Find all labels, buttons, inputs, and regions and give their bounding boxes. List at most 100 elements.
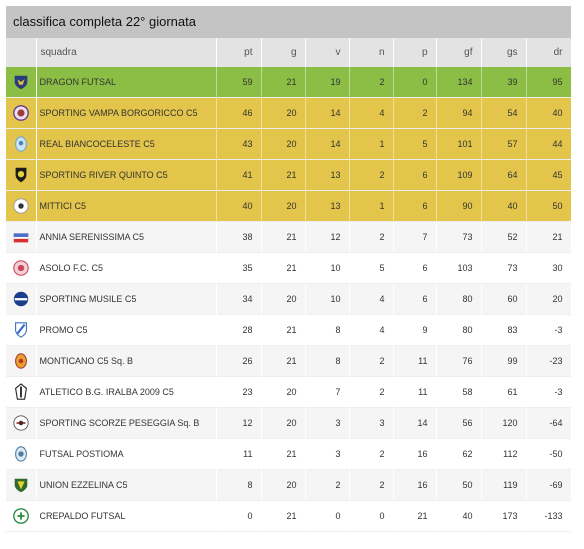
team-logo-cell xyxy=(6,128,37,160)
standings-table: squadra pt g v n p gf gs dr DRAGON FUTSA… xyxy=(6,38,572,532)
stat-n: 0 xyxy=(349,500,394,532)
sporting-musile-logo-icon xyxy=(12,290,30,308)
stat-n: 4 xyxy=(349,283,394,315)
standings-widget: classifica completa 22° giornata squadra… xyxy=(6,6,572,532)
team-name[interactable]: ASOLO F.C. C5 xyxy=(36,252,217,284)
table-row[interactable]: DRAGON FUTSAL 59 21 19 2 0 134 39 95 xyxy=(6,67,572,98)
promo-logo-icon xyxy=(12,321,30,339)
stat-v: 0 xyxy=(305,500,350,532)
stat-n: 5 xyxy=(349,252,394,284)
team-name[interactable]: CREPALDO FUTSAL xyxy=(36,500,217,532)
team-logo-cell xyxy=(6,221,37,253)
stat-g: 20 xyxy=(261,407,306,439)
stat-v: 3 xyxy=(305,438,350,470)
team-name[interactable]: SPORTING VAMPA BORGORICCO C5 xyxy=(36,97,217,129)
stat-p: 11 xyxy=(393,376,437,408)
stat-dr: -23 xyxy=(526,345,572,377)
stat-pt: 11 xyxy=(216,438,262,470)
stat-dr: 30 xyxy=(526,252,572,284)
team-logo-cell xyxy=(6,345,37,377)
stat-dr: -3 xyxy=(526,376,572,408)
team-name[interactable]: ANNIA SERENISSIMA C5 xyxy=(36,221,217,253)
stat-dr: 45 xyxy=(526,159,572,191)
stat-gf: 40 xyxy=(436,500,482,532)
header-gs: gs xyxy=(481,38,527,67)
stat-gs: 39 xyxy=(481,67,527,98)
stat-p: 5 xyxy=(393,128,437,160)
table-row[interactable]: REAL BIANCOCELESTE C5 43 20 14 1 5 101 57 44 xyxy=(6,128,572,160)
table-row[interactable]: SPORTING VAMPA BORGORICCO C5 46 20 14 4 2 94 54… xyxy=(6,97,572,129)
stat-pt: 0 xyxy=(216,500,262,532)
team-logo-cell xyxy=(6,500,37,532)
table-row[interactable]: SPORTING MUSILE C5 34 20 10 4 6 80 60 20 xyxy=(6,283,572,315)
team-logo-cell xyxy=(6,67,37,98)
stat-g: 20 xyxy=(261,469,306,501)
team-logo-cell xyxy=(6,252,37,284)
header-g: g xyxy=(261,38,306,67)
stat-gf: 76 xyxy=(436,345,482,377)
table-row[interactable]: ASOLO F.C. C5 35 21 10 5 6 103 73 30 xyxy=(6,252,572,284)
annia-serenissima-logo-icon xyxy=(12,228,30,246)
table-row[interactable]: ANNIA SERENISSIMA C5 38 21 12 2 7 73 52 21 xyxy=(6,221,572,253)
header-logo xyxy=(6,38,37,67)
team-name[interactable]: FUTSAL POSTIOMA xyxy=(36,438,217,470)
stat-gf: 109 xyxy=(436,159,482,191)
table-row[interactable]: UNION EZZELINA C5 8 20 2 2 16 50 119 -69 xyxy=(6,469,572,501)
stat-pt: 40 xyxy=(216,190,262,222)
stat-g: 20 xyxy=(261,128,306,160)
team-logo-cell xyxy=(6,283,37,315)
table-row[interactable]: SPORTING SCORZE PESEGGIA Sq. B 12 20 3 3 14 56… xyxy=(6,407,572,439)
table-row[interactable]: CREPALDO FUTSAL 0 21 0 0 21 40 173 -133 xyxy=(6,500,572,532)
stat-n: 2 xyxy=(349,159,394,191)
team-logo-cell xyxy=(6,469,37,501)
header-v: v xyxy=(305,38,350,67)
team-name[interactable]: REAL BIANCOCELESTE C5 xyxy=(36,128,217,160)
stat-dr: -69 xyxy=(526,469,572,501)
stat-n: 2 xyxy=(349,469,394,501)
team-name[interactable]: ATLETICO B.G. IRALBA 2009 C5 xyxy=(36,376,217,408)
stat-gf: 56 xyxy=(436,407,482,439)
stat-v: 2 xyxy=(305,469,350,501)
standings-body: DRAGON FUTSAL 59 21 19 2 0 134 39 95 SPORTING VAM… xyxy=(6,67,572,532)
stat-pt: 41 xyxy=(216,159,262,191)
table-row[interactable]: MITTICI C5 40 20 13 1 6 90 40 50 xyxy=(6,190,572,222)
asolo-logo-icon xyxy=(12,259,30,277)
stat-p: 16 xyxy=(393,438,437,470)
table-row[interactable]: MONTICANO C5 Sq. B 26 21 8 2 11 76 99 -23 xyxy=(6,345,572,377)
table-row[interactable]: FUTSAL POSTIOMA 11 21 3 2 16 62 112 -50 xyxy=(6,438,572,470)
team-name[interactable]: MITTICI C5 xyxy=(36,190,217,222)
team-logo-cell xyxy=(6,438,37,470)
table-row[interactable]: PROMO C5 28 21 8 4 9 80 83 -3 xyxy=(6,314,572,346)
stat-dr: 44 xyxy=(526,128,572,160)
stat-n: 2 xyxy=(349,221,394,253)
futsal-postioma-logo-icon xyxy=(12,445,30,463)
team-name[interactable]: SPORTING MUSILE C5 xyxy=(36,283,217,315)
stat-g: 21 xyxy=(261,159,306,191)
team-name[interactable]: UNION EZZELINA C5 xyxy=(36,469,217,501)
table-row[interactable]: SPORTING RIVER QUINTO C5 41 21 13 2 6 109 64 45 xyxy=(6,159,572,191)
stat-pt: 46 xyxy=(216,97,262,129)
team-name[interactable]: PROMO C5 xyxy=(36,314,217,346)
team-name[interactable]: SPORTING RIVER QUINTO C5 xyxy=(36,159,217,191)
team-name[interactable]: MONTICANO C5 Sq. B xyxy=(36,345,217,377)
sporting-scorze-logo-icon xyxy=(12,414,30,432)
stat-n: 4 xyxy=(349,97,394,129)
header-dr: dr xyxy=(526,38,572,67)
team-name[interactable]: DRAGON FUTSAL xyxy=(36,67,217,98)
stat-v: 14 xyxy=(305,128,350,160)
dragon-futsal-logo-icon xyxy=(12,73,30,91)
crepaldo-logo-icon xyxy=(12,507,30,525)
table-row[interactable]: ATLETICO B.G. IRALBA 2009 C5 23 20 7 2 11 58 61… xyxy=(6,376,572,408)
stat-gf: 101 xyxy=(436,128,482,160)
stat-pt: 28 xyxy=(216,314,262,346)
stat-p: 2 xyxy=(393,97,437,129)
stat-pt: 59 xyxy=(216,67,262,98)
stat-v: 12 xyxy=(305,221,350,253)
team-name[interactable]: SPORTING SCORZE PESEGGIA Sq. B xyxy=(36,407,217,439)
stat-v: 10 xyxy=(305,252,350,284)
stat-pt: 34 xyxy=(216,283,262,315)
header-row: squadra pt g v n p gf gs dr xyxy=(6,38,572,67)
stat-dr: 50 xyxy=(526,190,572,222)
stat-gs: 120 xyxy=(481,407,527,439)
stat-p: 6 xyxy=(393,190,437,222)
